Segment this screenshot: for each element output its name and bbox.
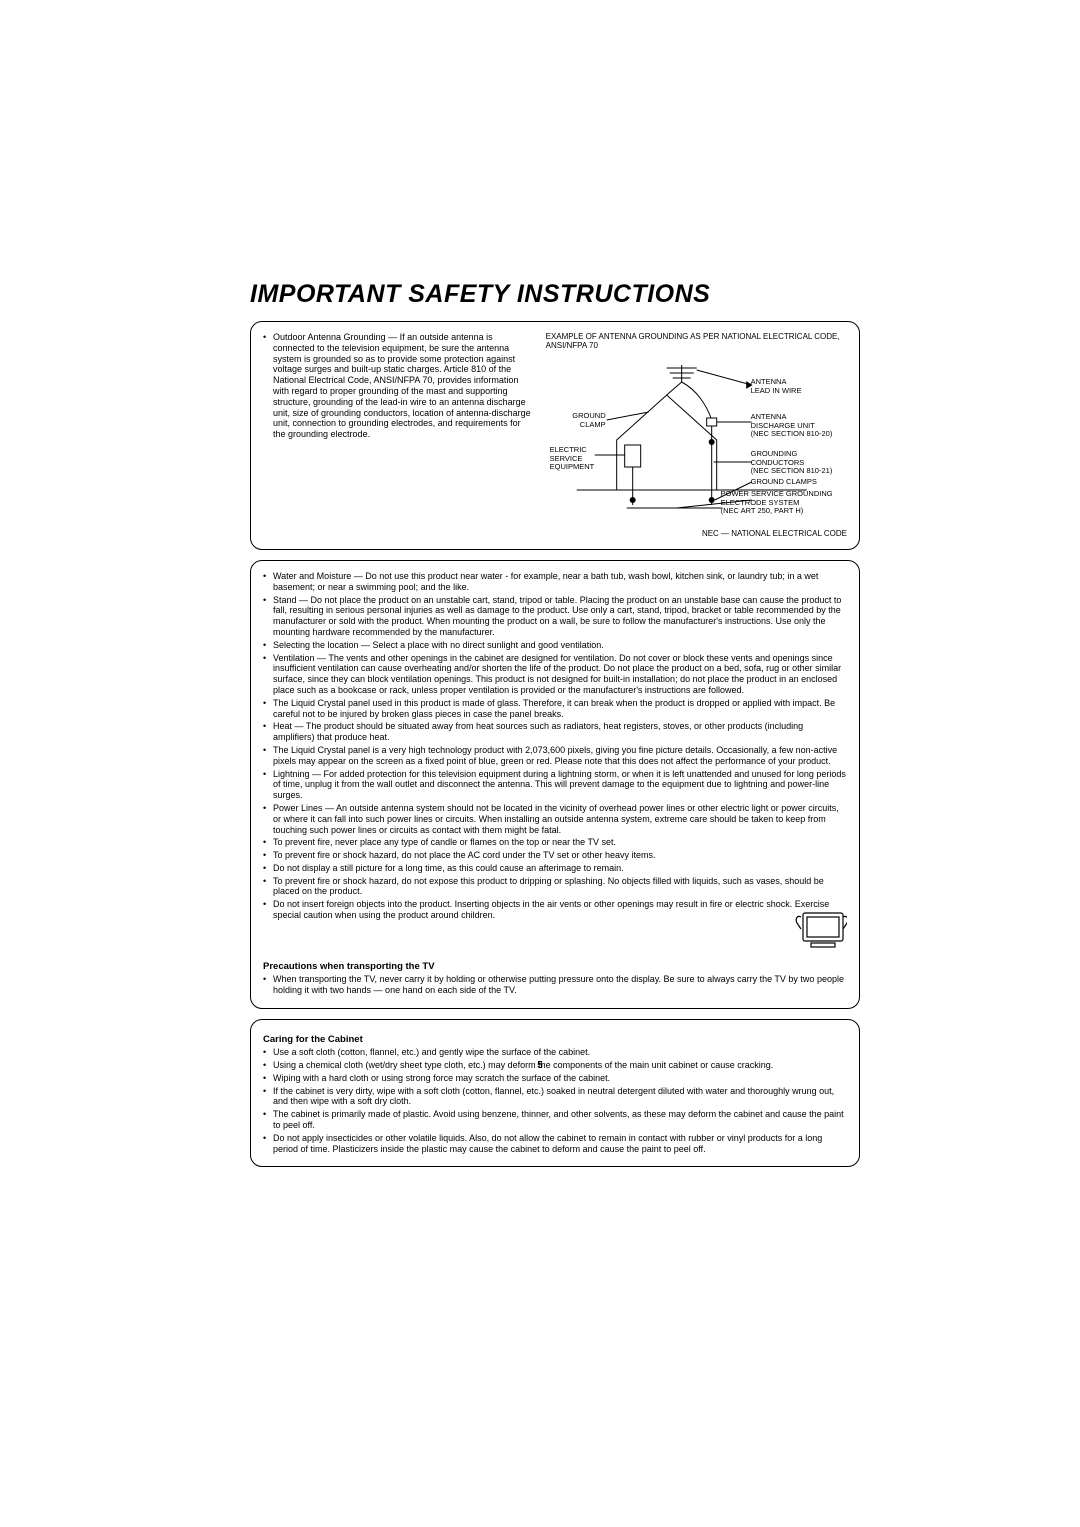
label-conductors: GROUNDING CONDUCTORS (NEC SECTION 810-21…	[751, 450, 833, 475]
page-title: IMPORTANT SAFETY INSTRUCTIONS	[250, 280, 860, 309]
main-bullet: The Liquid Crystal panel used in this pr…	[263, 698, 847, 720]
main-bullet: Do not insert foreign objects into the p…	[263, 899, 847, 921]
transport-heading: Precautions when transporting the TV	[263, 961, 847, 972]
antenna-text: Outdoor Antenna Grounding — If an outsid…	[263, 332, 532, 440]
main-bullet: Stand — Do not place the product on an u…	[263, 595, 847, 638]
main-bullet: Lightning — For added protection for thi…	[263, 769, 847, 801]
label-leadin: ANTENNA LEAD IN WIRE	[751, 378, 802, 395]
main-bullet: Ventilation — The vents and other openin…	[263, 653, 847, 696]
doc-page: IMPORTANT SAFETY INSTRUCTIONS Outdoor An…	[0, 0, 1080, 1527]
cabinet-bullet: The cabinet is primarily made of plastic…	[263, 1109, 847, 1131]
cabinet-box: Caring for the Cabinet Use a soft cloth …	[250, 1019, 860, 1168]
main-bullet: The Liquid Crystal panel is a very high …	[263, 745, 847, 767]
main-box: Water and Moisture — Do not use this pro…	[250, 560, 860, 1009]
main-bullet: Power Lines — An outside antenna system …	[263, 803, 847, 835]
label-clamp-top: GROUND CLAMP	[564, 412, 606, 429]
label-service: ELECTRIC SERVICE EQUIPMENT	[550, 446, 598, 471]
main-bullet: To prevent fire or shock hazard, do not …	[263, 850, 847, 861]
antenna-box: Outdoor Antenna Grounding — If an outsid…	[250, 321, 860, 550]
transport-text: When transporting the TV, never carry it…	[263, 974, 847, 996]
antenna-diagram: EXAMPLE OF ANTENNA GROUNDING AS PER NATI…	[546, 332, 847, 539]
cabinet-bullet: If the cabinet is very dirty, wipe with …	[263, 1086, 847, 1108]
main-bullet: Do not display a still picture for a lon…	[263, 863, 847, 874]
page-number: 5	[0, 1060, 1080, 1071]
label-ground-clamps: GROUND CLAMPS	[751, 478, 817, 486]
main-bullet: To prevent fire, never place any type of…	[263, 837, 847, 848]
label-electrode: POWER SERVICE GROUNDING ELECTRODE SYSTEM…	[721, 490, 833, 515]
diagram-note: NEC — NATIONAL ELECTRICAL CODE	[546, 529, 847, 539]
main-bullet: Heat — The product should be situated aw…	[263, 721, 847, 743]
main-bullet: To prevent fire or shock hazard, do not …	[263, 876, 847, 898]
cabinet-heading: Caring for the Cabinet	[263, 1034, 847, 1045]
cabinet-bullet: Use a soft cloth (cotton, flannel, etc.)…	[263, 1047, 847, 1058]
main-bullet: Water and Moisture — Do not use this pro…	[263, 571, 847, 593]
diagram-caption: EXAMPLE OF ANTENNA GROUNDING AS PER NATI…	[546, 332, 847, 350]
main-bullet: Selecting the location — Select a place …	[263, 640, 847, 651]
cabinet-bullet: Do not apply insecticides or other volat…	[263, 1133, 847, 1155]
label-discharge: ANTENNA DISCHARGE UNIT (NEC SECTION 810-…	[751, 413, 833, 438]
cabinet-bullet: Wiping with a hard cloth or using strong…	[263, 1073, 847, 1084]
